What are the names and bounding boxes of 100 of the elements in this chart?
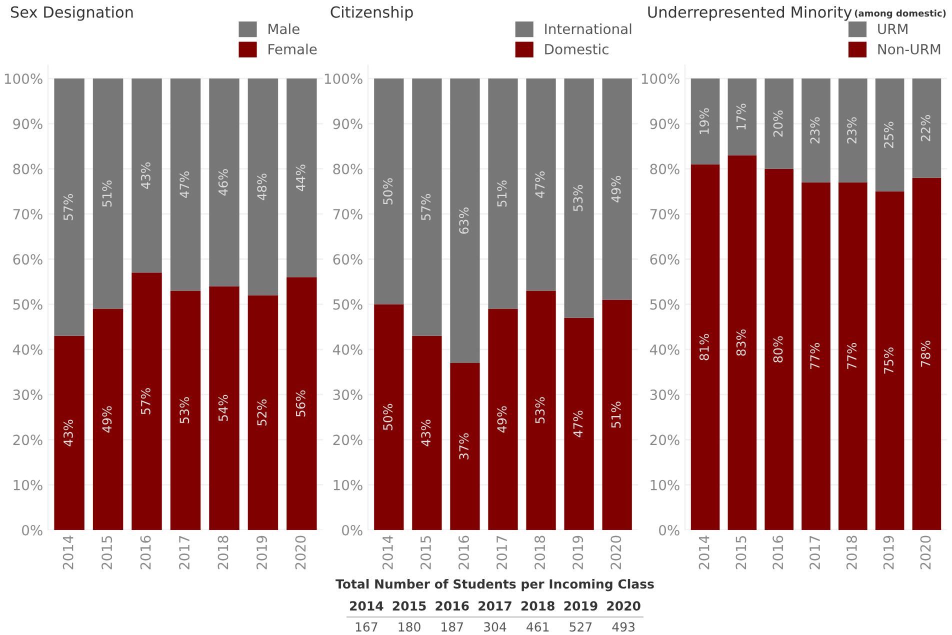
x-tick-label: 2019: [572, 536, 584, 570]
text: 2020: [607, 601, 640, 611]
y-tick-label: 10%: [334, 480, 362, 490]
text: Total Number of Students per Incoming Class: [336, 579, 654, 592]
data-label: 51%: [611, 402, 621, 428]
bar: [450, 78, 480, 363]
y-tick-label: 30%: [650, 390, 680, 400]
x-tick-label: 2016: [140, 536, 151, 570]
bar: [564, 318, 594, 530]
data-label: 49%: [102, 406, 112, 433]
data-label: 78%: [920, 340, 930, 367]
data-label: 63%: [459, 208, 469, 234]
data-label: 43%: [63, 420, 73, 446]
bar: [248, 78, 278, 296]
y-tick-label: 20%: [13, 434, 42, 446]
data-label: 75%: [884, 348, 894, 374]
data-label: 22%: [920, 115, 930, 142]
y-tick-label: 0%: [342, 524, 362, 536]
chart-title: Citizenship: [330, 6, 413, 21]
legend-label: Domestic: [545, 44, 608, 54]
data-label: 46%: [218, 169, 228, 196]
bar: [412, 336, 442, 530]
data-label: 57%: [63, 194, 73, 220]
text: 527: [570, 622, 592, 632]
x-tick-label: 2017: [810, 536, 820, 570]
y-tick-label: 80%: [650, 164, 680, 174]
text: 493: [612, 622, 634, 632]
x-tick-label: 2017: [496, 536, 508, 570]
x-tick-label: 2015: [736, 536, 746, 570]
bar: [802, 78, 830, 182]
x-tick-label: 2017: [179, 536, 190, 570]
bar: [374, 78, 404, 304]
data-label: 81%: [699, 334, 709, 360]
x-tick-label: 2018: [218, 536, 228, 570]
x-tick-label: 2014: [698, 536, 710, 570]
data-label: 17%: [736, 104, 746, 130]
data-label: 54%: [218, 394, 228, 422]
data-label: 53%: [180, 397, 190, 424]
bar: [132, 272, 162, 530]
bar: [875, 191, 904, 530]
data-label: 77%: [810, 342, 820, 370]
text: 2017: [478, 601, 512, 611]
y-tick-label: 90%: [333, 118, 362, 130]
data-label: 57%: [140, 388, 150, 414]
y-tick-label: 20%: [650, 434, 680, 446]
data-label: 23%: [847, 117, 857, 144]
x-tick-label: 2016: [772, 536, 784, 570]
y-tick-label: 60%: [333, 254, 362, 265]
y-tick-label: 30%: [333, 390, 362, 400]
bar: [92, 308, 124, 530]
legend-label: Male: [268, 23, 300, 34]
data-label: 48%: [257, 174, 267, 200]
bar: [209, 78, 240, 286]
data-label: 51%: [497, 180, 507, 207]
y-tick-label: 70%: [333, 208, 362, 220]
bar: [602, 78, 632, 300]
bar: [92, 78, 124, 309]
bar: [374, 304, 404, 530]
bar: [690, 164, 720, 530]
y-tick-label: 100%: [642, 74, 680, 84]
y-tick-label: 60%: [13, 254, 42, 265]
bar: [170, 290, 201, 530]
text: 304: [484, 622, 506, 632]
data-label: 83%: [736, 329, 746, 356]
y-tick-label: 50%: [650, 299, 680, 310]
data-label: 53%: [535, 397, 545, 424]
data-label: 49%: [497, 406, 507, 433]
bar: [286, 277, 317, 530]
data-label: 80%: [773, 336, 783, 362]
y-tick-label: 70%: [13, 208, 42, 220]
bar: [526, 290, 556, 530]
x-tick-label: 2015: [102, 536, 112, 570]
y-tick-label: 50%: [333, 299, 362, 310]
bar: [170, 78, 201, 291]
y-tick-label: 80%: [13, 164, 42, 174]
legend-label: International: [545, 23, 632, 34]
bar: [132, 78, 162, 273]
text: 187: [442, 622, 464, 632]
data-label: 43%: [140, 162, 150, 189]
y-tick-label: 90%: [650, 118, 680, 130]
data-label: 53%: [573, 184, 583, 212]
bar: [764, 78, 794, 169]
legend-label: Non-URM: [878, 44, 940, 54]
data-label: 47%: [180, 171, 190, 198]
bar: [838, 182, 868, 530]
data-label: 47%: [573, 410, 583, 438]
y-tick-label: 30%: [13, 390, 42, 400]
bar: [286, 78, 317, 278]
text: 2019: [564, 601, 598, 611]
bar: [412, 78, 442, 336]
bar: [54, 336, 84, 530]
data-label: 50%: [383, 178, 393, 204]
bar: [764, 168, 794, 530]
data-label: 56%: [296, 390, 306, 417]
x-tick-label: 2020: [920, 536, 931, 570]
data-label: 49%: [611, 176, 621, 202]
bar: [209, 286, 240, 530]
data-label: 47%: [535, 171, 545, 198]
x-tick-label: 2015: [420, 536, 431, 570]
data-label: 43%: [421, 420, 431, 446]
